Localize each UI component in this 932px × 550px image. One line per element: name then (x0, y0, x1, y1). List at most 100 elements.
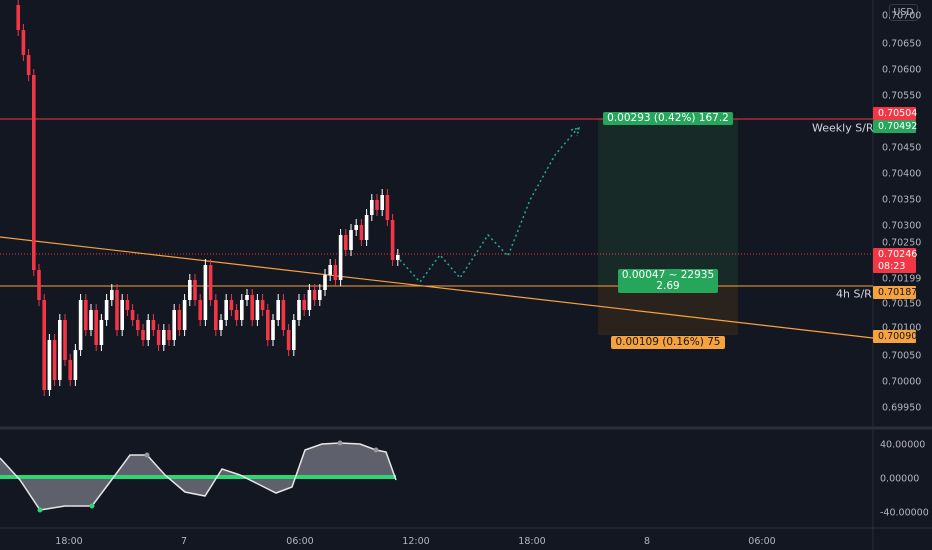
candle-body (297, 300, 301, 320)
candle-body (141, 330, 145, 340)
candle-body (78, 300, 83, 350)
candle-body (390, 220, 395, 260)
candle-body (167, 330, 171, 340)
target-price-badge: 0.70504 (873, 107, 917, 120)
candle-body (110, 290, 114, 300)
candle-body (99, 320, 104, 345)
candle-body (162, 330, 166, 345)
price-tick: 0.70550 (882, 90, 922, 102)
candle-body (323, 275, 327, 290)
price-tick: 0.70700 (882, 10, 922, 22)
countdown-badge: 08:23 (873, 260, 916, 273)
candle-body (344, 235, 348, 250)
entry-label-line1: 0.00047 ~ 22935 (621, 269, 715, 281)
indicator-dot (144, 452, 150, 458)
trend-line[interactable] (0, 236, 874, 339)
time-tick: 18:00 (55, 536, 83, 547)
price-pane[interactable] (0, 0, 873, 428)
price-tick: 0.70300 (882, 220, 922, 232)
price-tick: 0.70000 (882, 376, 922, 388)
candle-body (338, 235, 343, 280)
time-tick: 18:00 (518, 536, 546, 547)
price-tick: 0.70150 (882, 298, 922, 310)
candle-body (286, 330, 291, 350)
candle-body (37, 270, 41, 300)
candle-body (271, 320, 275, 340)
candle-body (182, 300, 187, 330)
candle-body (104, 300, 109, 320)
candle-body (312, 290, 317, 300)
price-tick: 0.70650 (882, 38, 922, 50)
candle-body (146, 320, 150, 340)
candle-body (203, 265, 208, 320)
indicator-tick: -40.00000 (880, 507, 929, 519)
candle-body (250, 295, 254, 320)
price-tick: 0.69950 (882, 402, 922, 414)
entry-label-line2: 2.69 (656, 280, 680, 292)
four-hour-sr-label: 4h S/R (836, 287, 872, 301)
price-tick: 0.70199 (882, 273, 922, 285)
candle-body (208, 265, 213, 300)
candle-body (32, 75, 36, 270)
candle-body (328, 265, 332, 275)
time-tick: 06:00 (286, 536, 314, 547)
candle-body (136, 320, 140, 330)
candle-body (396, 255, 400, 260)
stop-zone[interactable] (598, 285, 738, 335)
candle-body (354, 225, 358, 230)
indicator-line (0, 442, 397, 511)
price-tick: 0.70350 (882, 194, 922, 206)
candle-body (292, 320, 296, 350)
current-price-badge: 0.70246 (873, 248, 917, 261)
candle-body (94, 310, 98, 345)
candle-body (385, 195, 390, 220)
candle-body (349, 230, 353, 250)
indicator-dot (89, 503, 95, 509)
candle-body (333, 265, 338, 280)
candle-body (370, 200, 374, 215)
candle-body (89, 310, 93, 330)
indicator-tick: 40.00000 (880, 439, 926, 451)
price-tick: 0.70600 (882, 64, 922, 76)
target-label[interactable]: 0.00293 (0.42%) 167.2 (603, 112, 733, 125)
projection-arrowhead (570, 126, 581, 137)
candle-body (255, 300, 260, 320)
indicator-tick: 0.00000 (880, 473, 920, 485)
candle-body (245, 295, 249, 300)
candle-body (302, 300, 306, 310)
candle-body (52, 340, 57, 380)
candle-body (188, 280, 192, 300)
target-zone[interactable] (598, 119, 738, 285)
candle-body (318, 290, 322, 300)
indicator-fill (0, 443, 396, 510)
candle-body (266, 310, 270, 340)
candle-body (73, 350, 78, 380)
candle-body (276, 300, 280, 320)
price-tick: 0.70100 (882, 322, 922, 334)
currency-button[interactable]: USD (889, 4, 918, 21)
time-tick: 06:00 (748, 536, 776, 547)
time-tick: 12:00 (402, 536, 430, 547)
projection-path[interactable] (399, 127, 579, 284)
weekly-sr-label: Weekly S/R (812, 121, 874, 135)
four-hour-sr-price-badge: 0.70187 (873, 286, 917, 299)
candle-body (42, 300, 46, 390)
candlestick-series[interactable] (16, 0, 400, 396)
entry-label[interactable]: 0.00047 ~ 22935 2.69 (618, 269, 718, 293)
price-tick: 0.70400 (882, 168, 922, 180)
candle-body (224, 300, 228, 320)
candle-body (198, 300, 202, 320)
candle-body (307, 290, 312, 310)
candle-body (214, 300, 218, 330)
candle-body (172, 310, 176, 340)
indicator-dot (337, 440, 343, 446)
candle-body (240, 300, 244, 320)
price-tick: 0.70050 (882, 350, 922, 362)
stop-label[interactable]: 0.00109 (0.16%) 75 (611, 336, 725, 349)
price-tick: 0.70250 (882, 237, 922, 249)
indicator-dot (37, 507, 43, 513)
candle-body (177, 310, 182, 330)
candle-body (63, 320, 67, 360)
